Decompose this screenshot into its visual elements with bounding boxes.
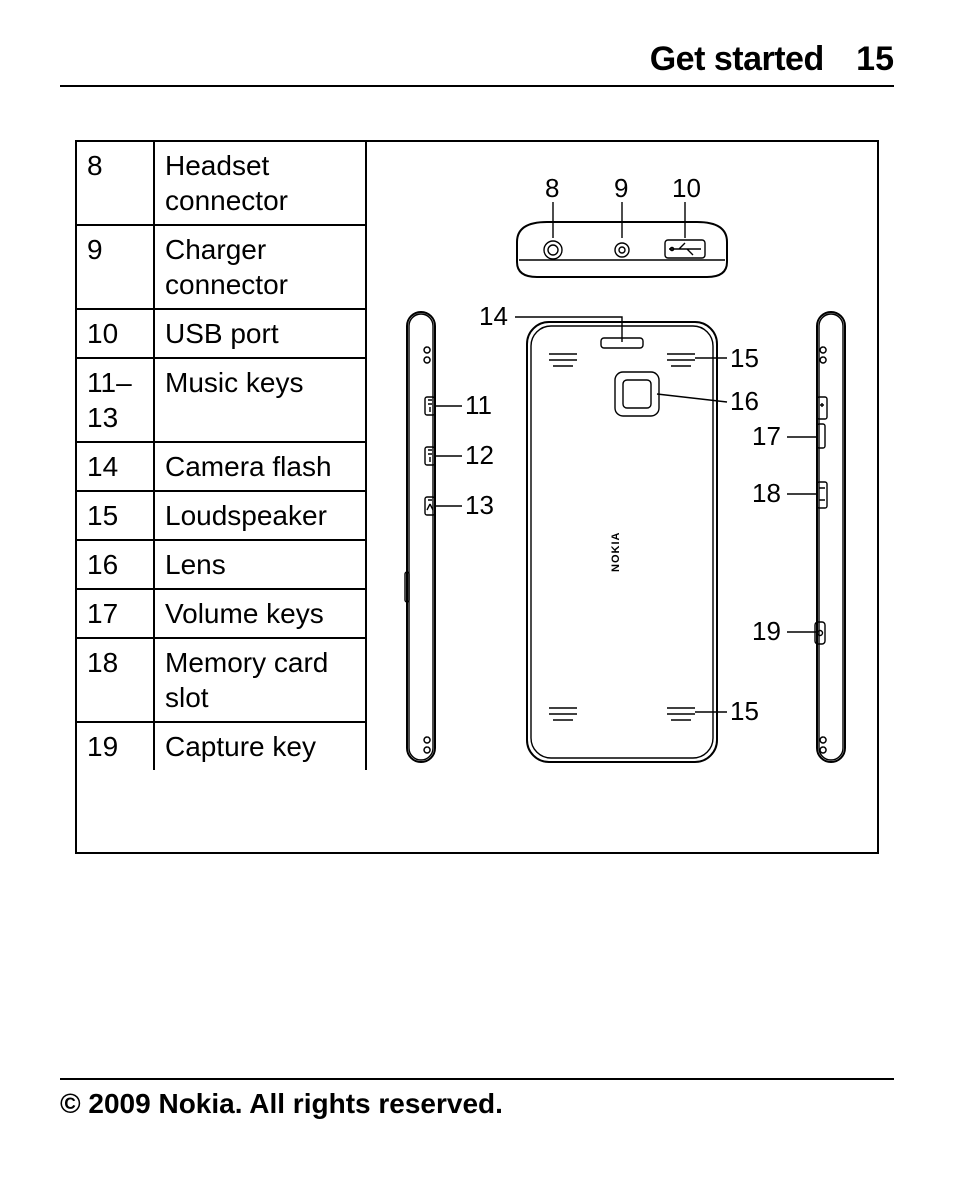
- callout-13: 13: [465, 490, 494, 520]
- part-label: Volume keys: [154, 589, 366, 638]
- brand-label: NOKIA: [610, 532, 622, 572]
- table-row: 8Headset connector: [77, 142, 366, 225]
- phone-left-side-icon: [405, 312, 435, 762]
- callout-18: 18: [752, 478, 781, 508]
- callout-17: 17: [752, 421, 781, 451]
- part-label: Loudspeaker: [154, 491, 366, 540]
- content-box: 8Headset connector 9Charger connector 10…: [75, 140, 879, 854]
- part-number: 8: [77, 142, 154, 225]
- part-label: Headset connector: [154, 142, 366, 225]
- part-number: 9: [77, 225, 154, 309]
- phone-right-side-icon: [815, 312, 845, 762]
- part-label: Music keys: [154, 358, 366, 442]
- table-row: 10USB port: [77, 309, 366, 358]
- table-row: 15Loudspeaker: [77, 491, 366, 540]
- page-header: Get started 15: [60, 40, 894, 87]
- callout-16: 16: [730, 386, 759, 416]
- part-label: Memory card slot: [154, 638, 366, 722]
- page-footer: © 2009 Nokia. All rights reserved.: [60, 1078, 894, 1120]
- callout-11: 11: [465, 390, 492, 420]
- section-title: Get started: [650, 40, 824, 78]
- callout-15b: 15: [730, 696, 759, 726]
- part-number: 11–13: [77, 358, 154, 442]
- phone-back-icon: NOKIA: [527, 322, 717, 762]
- table-row: 11–13Music keys: [77, 358, 366, 442]
- table-row: 14Camera flash: [77, 442, 366, 491]
- part-number: 14: [77, 442, 154, 491]
- part-number: 17: [77, 589, 154, 638]
- copyright: © 2009 Nokia. All rights reserved.: [60, 1088, 503, 1119]
- callout-19: 19: [752, 616, 781, 646]
- callout-14: 14: [479, 301, 508, 331]
- part-number: 18: [77, 638, 154, 722]
- table-row: 16Lens: [77, 540, 366, 589]
- part-number: 15: [77, 491, 154, 540]
- callout-12: 12: [465, 440, 494, 470]
- part-number: 16: [77, 540, 154, 589]
- part-label: Camera flash: [154, 442, 366, 491]
- part-label: USB port: [154, 309, 366, 358]
- callout-9: 9: [614, 173, 628, 203]
- callout-10: 10: [672, 173, 701, 203]
- table-row: 18Memory card slot: [77, 638, 366, 722]
- page-number: 15: [856, 40, 894, 78]
- part-label: Charger connector: [154, 225, 366, 309]
- table-row: 19Capture key: [77, 722, 366, 770]
- part-number: 19: [77, 722, 154, 770]
- part-label: Capture key: [154, 722, 366, 770]
- part-number: 10: [77, 309, 154, 358]
- part-label: Lens: [154, 540, 366, 589]
- callout-15: 15: [730, 343, 759, 373]
- table-row: 9Charger connector: [77, 225, 366, 309]
- device-diagram: 8 9 10: [367, 142, 877, 852]
- callout-8: 8: [545, 173, 559, 203]
- parts-table: 8Headset connector 9Charger connector 10…: [77, 142, 367, 770]
- table-row: 17Volume keys: [77, 589, 366, 638]
